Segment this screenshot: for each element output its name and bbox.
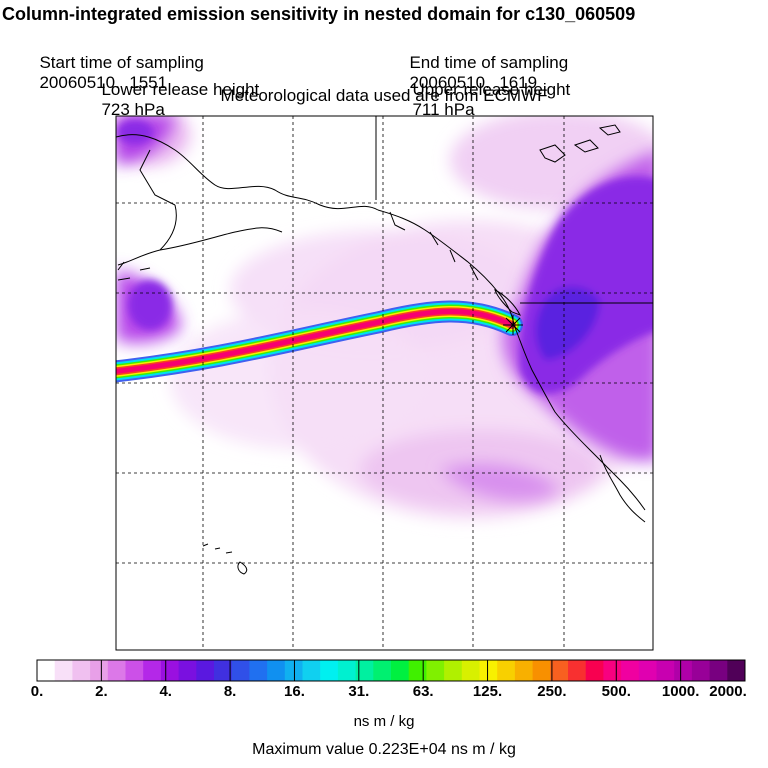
colorbar-tick-label: 16. xyxy=(284,683,305,700)
colorbar-swatch xyxy=(656,660,675,681)
colorbar-swatch xyxy=(461,660,480,681)
colorbar-swatch xyxy=(284,660,303,681)
maximum-value-number: 0.223E+04 ns m / kg xyxy=(368,741,516,758)
colorbar-swatch xyxy=(568,660,587,681)
upper-release-label: Upper release height xyxy=(412,80,571,99)
coastlines xyxy=(116,116,653,575)
colorbar-tick-label: 2. xyxy=(95,683,108,700)
colorbar-tick-label: 2000. xyxy=(709,683,747,700)
maximum-value-label: Maximum value xyxy=(252,741,365,758)
colorbar-swatch xyxy=(444,660,463,681)
colorbar-swatch xyxy=(727,660,746,681)
colorbar-swatch xyxy=(585,660,604,681)
lower-release-label: Lower release height xyxy=(101,80,260,99)
colorbar-swatch xyxy=(532,660,551,681)
end-time-label: End time of sampling xyxy=(409,53,569,72)
colorbar-tick-label: 250. xyxy=(537,683,567,700)
colorbar-swatch xyxy=(267,660,286,681)
colorbar-swatch xyxy=(550,660,569,681)
lower-release-height: Lower release height 723 hPa xyxy=(92,60,259,120)
colorbar-swatch xyxy=(90,660,109,681)
colorbar-tick-label: 63. xyxy=(412,683,434,700)
colorbar-swatch xyxy=(408,660,427,681)
colorbar-tick-label: 31. xyxy=(348,683,370,700)
colorbar-swatch xyxy=(249,660,268,681)
colorbar-swatch xyxy=(391,660,410,681)
colorbar-swatch xyxy=(160,660,180,681)
upper-release-value: 711 hPa xyxy=(412,100,475,119)
colorbar-swatch xyxy=(54,660,73,681)
colorbar-tick-label: 1000. xyxy=(661,683,700,700)
lower-release-value: 723 hPa xyxy=(101,100,165,119)
colorbar-swatch xyxy=(125,660,144,681)
release-point-marker xyxy=(503,315,523,335)
colorbar-swatch xyxy=(231,660,250,681)
colorbar-swatch xyxy=(72,660,91,681)
colorbar-swatch xyxy=(709,660,728,681)
colorbar-swatch xyxy=(638,660,657,681)
colorbar-swatch xyxy=(355,660,374,681)
colorbar-swatch xyxy=(426,660,445,681)
lat-lon-grid xyxy=(116,116,653,650)
colorbar-swatch xyxy=(302,660,321,681)
map-frame xyxy=(115,115,654,651)
colorbar-swatch xyxy=(479,660,498,681)
upper-release-height: Upper release height 711 hPa xyxy=(403,60,570,120)
colorbar-swatch xyxy=(107,660,126,681)
start-time: Start time of sampling 20060510. 1551 xyxy=(30,33,204,93)
maximum-value: Maximum value 0.223E+04 ns m / kg xyxy=(0,741,768,759)
start-time-label: Start time of sampling xyxy=(39,53,204,72)
colorbar xyxy=(36,659,746,682)
high-sensitivity-area xyxy=(117,120,653,394)
colorbar-swatch xyxy=(691,660,711,681)
start-time-value: 20060510. 1551 xyxy=(39,73,168,92)
colorbar-swatch xyxy=(178,660,197,681)
colorbar-tick-label: 0. xyxy=(30,683,44,700)
colorbar-swatch xyxy=(143,660,162,681)
colorbar-swatch xyxy=(674,660,693,681)
colorbar-swatch xyxy=(514,660,534,681)
end-time: End time of sampling 20060510. 1619 xyxy=(400,33,568,93)
plot-title: Column-integrated emission sensitivity i… xyxy=(2,4,636,24)
colorbar-frame xyxy=(36,659,746,682)
colorbar-tick-label: 125. xyxy=(472,683,503,700)
colorbar-tick-label: 4. xyxy=(159,683,172,700)
colorbar-units: ns m / kg xyxy=(353,713,415,730)
colorbar-swatch xyxy=(373,660,392,681)
colorbar-swatch xyxy=(621,660,640,681)
colorbar-swatch xyxy=(497,660,516,681)
met-source: Meteorological data used are from ECMWF xyxy=(220,86,548,105)
end-time-value: 20060510. 1619 xyxy=(409,73,538,92)
colorbar-swatch xyxy=(214,660,233,681)
colorbar-swatch xyxy=(603,660,622,681)
colorbar-swatch xyxy=(196,660,215,681)
colorbar-tick-label: 8. xyxy=(223,683,237,700)
colorbar-swatch xyxy=(37,660,56,681)
colorbar-swatch xyxy=(337,660,357,681)
colorbar-tick-label: 500. xyxy=(601,683,631,700)
plume-trajectory xyxy=(116,300,523,383)
sensitivity-field xyxy=(116,116,653,650)
colorbar-swatch xyxy=(320,660,339,681)
